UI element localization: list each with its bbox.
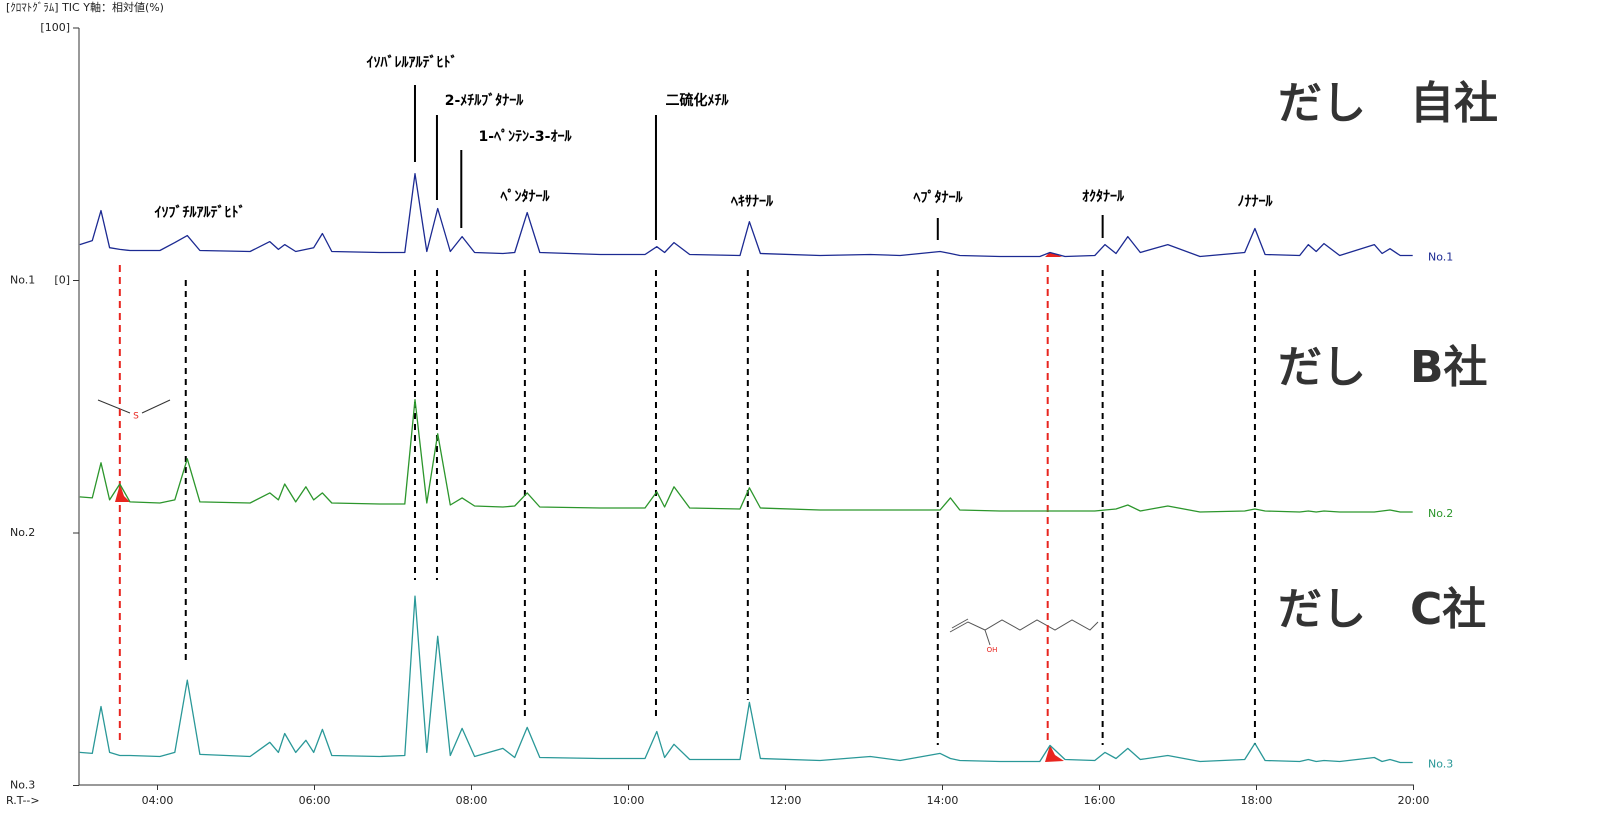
annotation-label: ｵｸﾀﾅｰﾙ — [1082, 189, 1125, 205]
panel-label: だし C社 — [1278, 584, 1486, 635]
series-axis-label: No.2 — [10, 526, 35, 539]
trace-line — [79, 399, 1413, 513]
trace-line — [79, 595, 1413, 764]
peak-area — [115, 484, 130, 502]
x-tick-label: 16:00 — [1084, 794, 1116, 807]
series-label: No.1 — [1428, 251, 1453, 264]
annotation-label: ｲｿﾌﾞﾁﾙｱﾙﾃﾞﾋﾄﾞ — [155, 204, 246, 221]
y-tick-label: [0] — [54, 274, 70, 287]
x-tick-label: 14:00 — [927, 794, 959, 807]
x-tick-label: 12:00 — [770, 794, 802, 807]
x-tick-label: 06:00 — [299, 794, 331, 807]
annotation-label: ﾍﾟﾝﾀﾅｰﾙ — [500, 188, 551, 205]
x-tick-label: 04:00 — [142, 794, 174, 807]
annotation-label: 二硫化ﾒﾁﾙ — [666, 92, 730, 109]
molecule-dms — [97, 399, 171, 414]
annotation-label: ｲｿﾊﾞﾚﾙｱﾙﾃﾞﾋﾄﾞ — [367, 54, 458, 71]
panel-label: だし 自社 — [1278, 78, 1498, 129]
series-axis-label: No.1 — [10, 274, 35, 287]
molecule-octenol — [949, 618, 1099, 646]
annotation-label: ﾉﾅﾅｰﾙ — [1238, 194, 1274, 210]
series-label: No.3 — [1428, 758, 1453, 771]
x-tick-label: 10:00 — [613, 794, 645, 807]
x-axis-label: R.T--> — [6, 794, 40, 807]
annotation-label: 2-ﾒﾁﾙﾌﾞﾀﾅｰﾙ — [445, 92, 525, 109]
atom-label: OH — [987, 646, 998, 654]
series-label: No.2 — [1428, 507, 1453, 520]
peak-area — [1045, 745, 1064, 762]
x-tick-label: 20:00 — [1398, 794, 1430, 807]
panel-label: だし B社 — [1278, 342, 1488, 393]
annotation-label: ﾍﾌﾟﾀﾅｰﾙ — [913, 189, 964, 206]
x-tick-label: 08:00 — [456, 794, 488, 807]
annotation-label: 1-ﾍﾟﾝﾃﾝ-3-ｵｰﾙ — [479, 128, 573, 145]
chart-title: [ｸﾛﾏﾄｸﾞﾗﾑ] TIC Y軸：相対値(%) — [6, 0, 164, 14]
series-axis-label: No.3 — [10, 779, 35, 792]
atom-label: S — [133, 412, 139, 422]
y-tick-label: [100] — [40, 21, 70, 34]
x-tick-label: 18:00 — [1241, 794, 1273, 807]
trace-line — [79, 173, 1413, 258]
annotation-label: ﾍｷｻﾅｰﾙ — [730, 194, 774, 210]
